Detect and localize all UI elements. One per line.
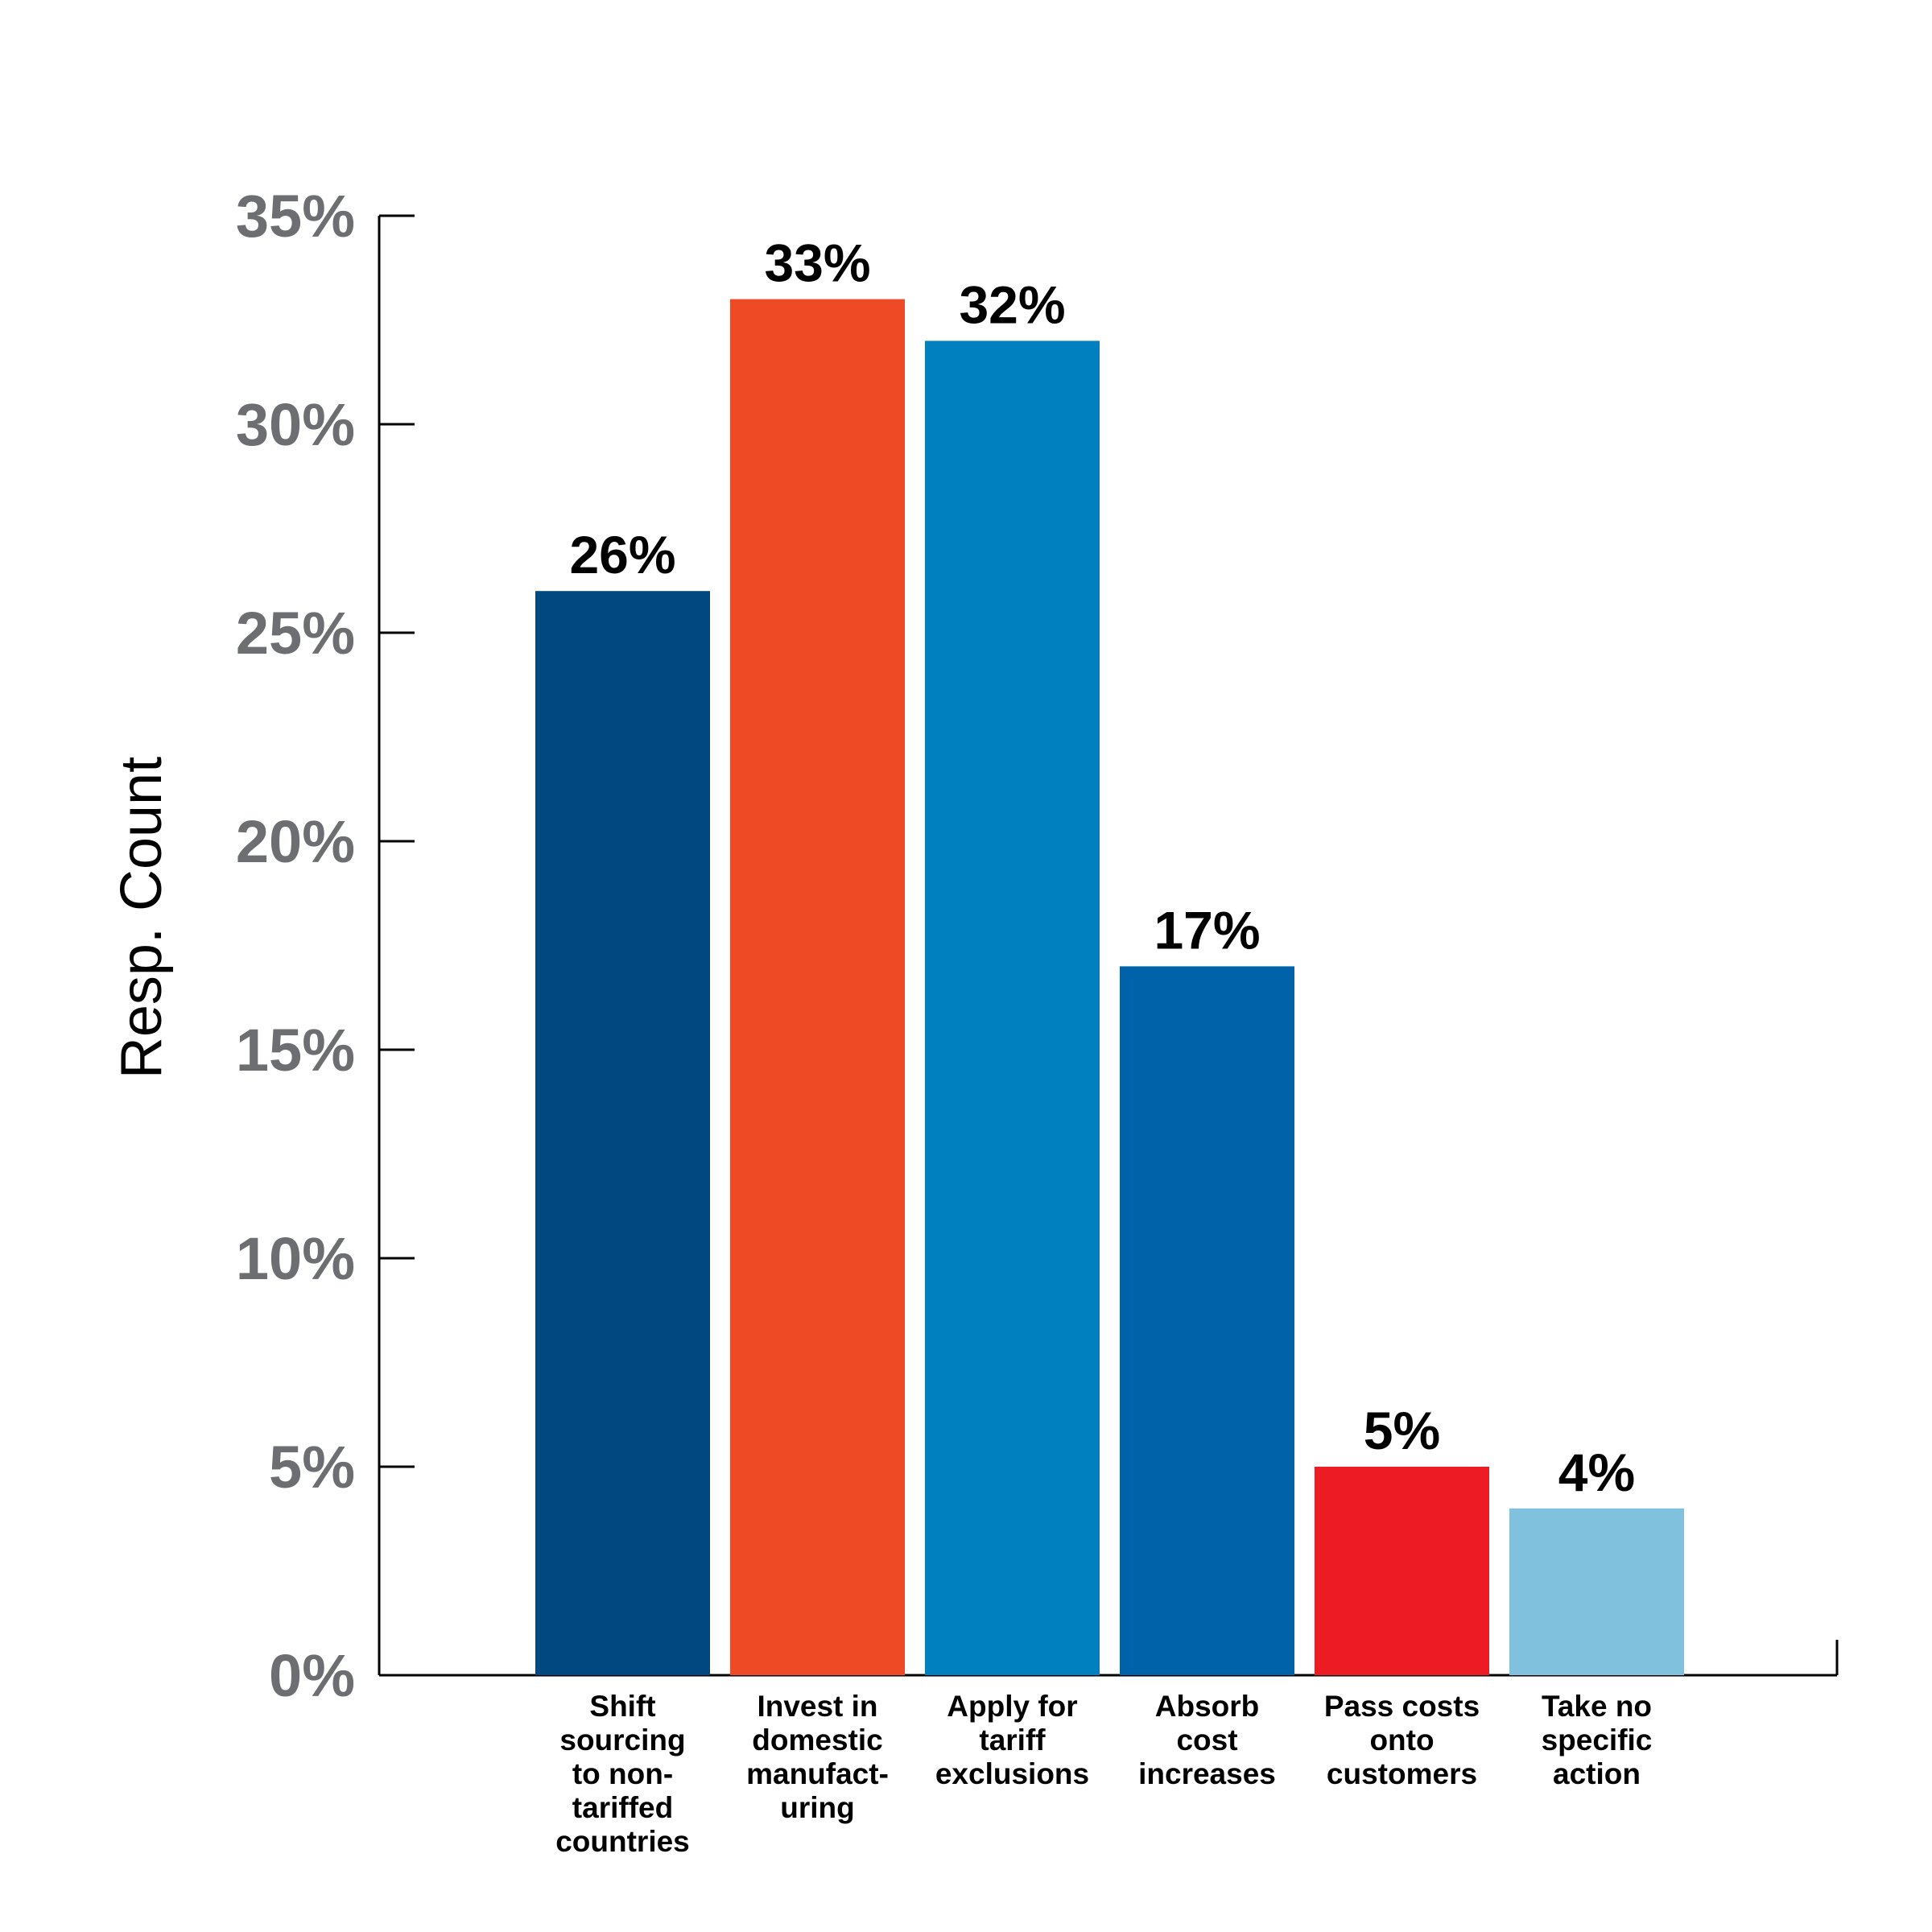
- category-label-line: uring: [780, 1791, 854, 1824]
- bar-value-label: 5%: [1364, 1401, 1440, 1460]
- y-tick-label: 25%: [236, 600, 355, 667]
- y-tick-label: 35%: [236, 183, 355, 250]
- category-label-line: cost: [1176, 1724, 1237, 1757]
- y-tick-label: 20%: [236, 808, 355, 875]
- bar: [925, 341, 1100, 1675]
- bar: [1509, 1508, 1684, 1675]
- bar: [535, 591, 710, 1676]
- category-label-line: Apply for: [947, 1690, 1077, 1723]
- category-label-line: countries: [555, 1825, 690, 1858]
- category-label: Invest in domestic manufact-uring: [746, 1690, 889, 1824]
- bar-value-label: 4%: [1558, 1443, 1635, 1502]
- category-label-line: customers: [1327, 1757, 1477, 1790]
- y-tick-label: 30%: [236, 391, 355, 458]
- category-label: Shift sourcing to non-tariffed countries: [555, 1690, 690, 1858]
- bar-value-label: 32%: [959, 275, 1065, 334]
- category-label-line: domestic: [752, 1724, 882, 1757]
- category-label-line: Absorb: [1155, 1690, 1260, 1723]
- bar: [1315, 1467, 1489, 1675]
- category-label-line: Pass costs: [1324, 1690, 1480, 1723]
- y-axis: 0% 5% 10% 15% 20% 25% 30% 35%: [236, 183, 415, 1709]
- category-label-line: tariffed: [572, 1791, 673, 1824]
- category-label-line: increases: [1138, 1757, 1276, 1790]
- bar-value-label: 26%: [569, 525, 675, 584]
- y-tick-label: 0%: [269, 1642, 355, 1709]
- category-label-line: Shift: [589, 1690, 655, 1723]
- category-label: Absorb cost increases: [1138, 1690, 1276, 1790]
- bar: [1120, 966, 1294, 1675]
- y-tick-label: 15%: [236, 1017, 355, 1084]
- category-label: Pass costs onto customers: [1324, 1690, 1480, 1790]
- category-label-line: to non-: [572, 1757, 673, 1790]
- bar-value-label: 17%: [1154, 900, 1260, 960]
- bar-value-label: 33%: [764, 233, 870, 293]
- category-label: Apply for tariff exclusions: [935, 1690, 1089, 1790]
- y-tick-label: 5%: [269, 1434, 355, 1501]
- value-labels-group: 26% 33% 32% 17% 5% 4%: [569, 233, 1635, 1502]
- category-label-line: exclusions: [935, 1757, 1089, 1790]
- category-label-line: Take no: [1542, 1690, 1652, 1723]
- category-label-line: action: [1553, 1757, 1641, 1790]
- category-label-line: sourcing: [559, 1724, 685, 1757]
- category-label-line: manufact-: [746, 1757, 889, 1790]
- y-axis-title: Resp. Count: [109, 757, 174, 1079]
- bars-group: [535, 299, 1684, 1676]
- category-label-line: onto: [1369, 1724, 1434, 1757]
- category-label: Take no specific action: [1542, 1690, 1653, 1790]
- category-label-line: specific: [1542, 1724, 1653, 1757]
- category-label-line: tariff: [979, 1724, 1046, 1757]
- bar: [730, 299, 905, 1676]
- y-tick-label: 10%: [236, 1225, 355, 1292]
- category-label-line: Invest in: [757, 1690, 877, 1723]
- category-labels-group: Shift sourcing to non-tariffed countries Inv…: [555, 1690, 1652, 1858]
